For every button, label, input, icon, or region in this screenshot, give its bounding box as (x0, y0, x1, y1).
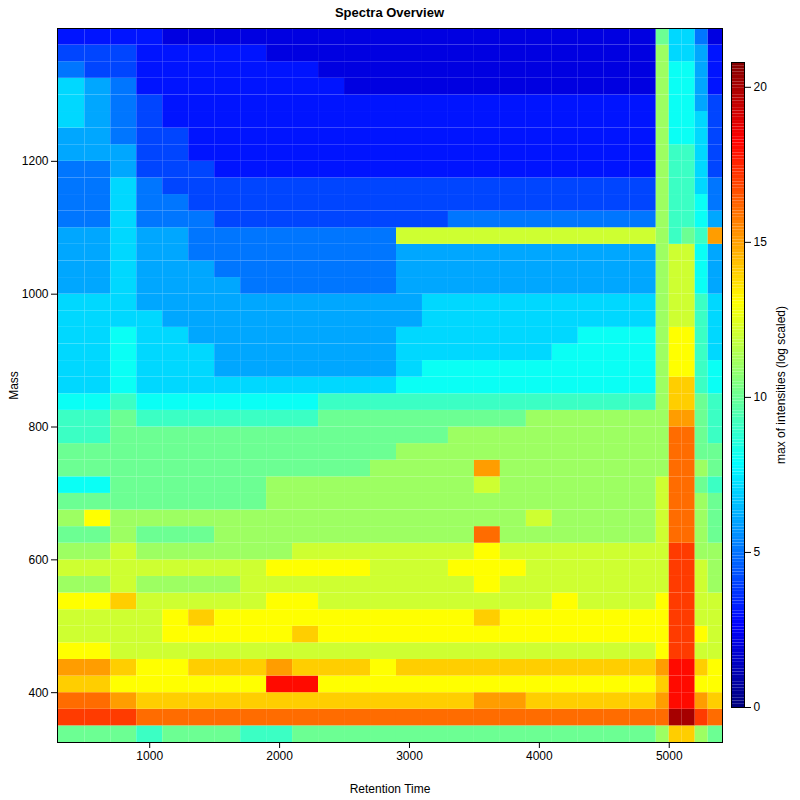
svg-text:Retention Time: Retention Time (350, 782, 431, 796)
svg-text:800: 800 (28, 420, 48, 434)
svg-text:1200: 1200 (22, 154, 49, 168)
svg-text:4000: 4000 (526, 749, 553, 763)
svg-text:2000: 2000 (266, 749, 293, 763)
svg-text:10: 10 (754, 390, 768, 404)
svg-text:3000: 3000 (396, 749, 423, 763)
svg-text:20: 20 (754, 80, 768, 94)
html-text:Spectra Overview: Spectra Overview (334, 5, 445, 20)
svg-text:600: 600 (28, 553, 48, 567)
svg-text:15: 15 (754, 235, 768, 249)
svg-text:1000: 1000 (136, 749, 163, 763)
svg-text:1000: 1000 (22, 287, 49, 301)
svg-text:max of intensities (log scaled: max of intensities (log scaled) (774, 306, 788, 464)
svg-text:5: 5 (754, 545, 761, 559)
svg-text:Mass: Mass (7, 371, 21, 400)
svg-text:400: 400 (28, 686, 48, 700)
svg-text:0: 0 (754, 700, 761, 714)
svg-text:5000: 5000 (656, 749, 683, 763)
